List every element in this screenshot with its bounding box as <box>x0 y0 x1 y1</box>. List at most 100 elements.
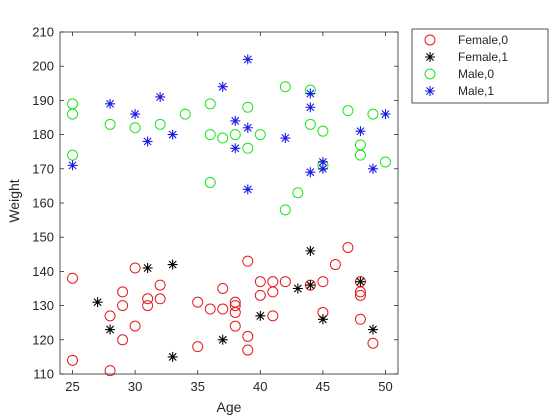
data-point <box>305 102 316 113</box>
data-point <box>229 320 241 332</box>
data-point <box>129 320 141 332</box>
data-point <box>117 334 129 346</box>
data-point <box>230 115 241 126</box>
legend-label: Female,1 <box>458 50 508 64</box>
legend-marker <box>425 52 435 62</box>
data-point <box>167 129 178 140</box>
data-point <box>305 245 316 256</box>
legend-item: Male,1 <box>425 84 494 98</box>
data-point <box>317 125 329 137</box>
legend-marker <box>424 68 436 80</box>
data-point <box>154 293 166 305</box>
data-point <box>104 118 116 130</box>
data-point <box>117 286 129 298</box>
data-point <box>104 310 116 322</box>
data-point <box>217 283 229 294</box>
legend-item: Female,0 <box>424 33 508 47</box>
data-point <box>242 184 253 195</box>
data-point <box>267 286 279 298</box>
x-axis-label: Age <box>217 399 242 415</box>
data-point <box>92 297 103 308</box>
legend-item: Male,0 <box>424 67 494 81</box>
data-point <box>317 314 328 325</box>
data-point <box>292 283 303 294</box>
series-1 <box>67 241 379 377</box>
legend: Female,0 Female,1 Male,0 Male,1 <box>411 28 549 104</box>
x-tick-label: 35 <box>190 379 204 394</box>
series-2 <box>92 245 378 362</box>
data-point <box>305 167 316 178</box>
series-4 <box>67 54 391 195</box>
y-tick-label: 210 <box>32 25 54 40</box>
data-point <box>242 122 253 133</box>
data-point <box>204 303 216 315</box>
data-point <box>229 306 241 318</box>
plot-area <box>67 54 391 377</box>
x-tick-label: 30 <box>128 379 142 394</box>
data-point <box>105 324 116 335</box>
data-point <box>255 310 266 321</box>
data-point <box>280 133 291 144</box>
data-point <box>354 313 366 325</box>
data-point <box>154 118 166 130</box>
data-point <box>130 109 141 120</box>
data-point <box>67 149 79 161</box>
data-point <box>329 259 341 271</box>
data-point <box>379 156 391 168</box>
data-point <box>242 330 254 342</box>
data-point <box>342 241 354 253</box>
data-point <box>242 101 254 113</box>
data-point <box>104 365 116 377</box>
y-tick-label: 180 <box>32 127 54 142</box>
x-tick-label: 25 <box>65 379 79 394</box>
y-tick-label: 190 <box>32 93 54 108</box>
y-axis-label: Weight <box>6 179 22 222</box>
data-point <box>317 163 328 174</box>
legend-marker <box>425 86 435 96</box>
x-tick-label: 50 <box>378 379 392 394</box>
y-tick-label: 150 <box>32 230 54 245</box>
data-point <box>279 276 291 288</box>
data-point <box>355 276 366 287</box>
legend-item: Female,1 <box>425 50 508 64</box>
axes: 25 30 35 40 45 50 110 120 130 140 150 160 170 180 190 2… <box>32 25 399 394</box>
legend-marker <box>424 34 436 46</box>
x-tick-label: 40 <box>253 379 267 394</box>
data-point <box>67 354 79 366</box>
data-point <box>367 324 378 335</box>
data-point <box>242 255 254 267</box>
data-point <box>229 300 241 312</box>
data-point <box>204 176 216 188</box>
data-point <box>317 156 328 167</box>
data-point <box>355 126 366 137</box>
data-point <box>155 91 166 102</box>
data-point <box>342 105 354 117</box>
data-point <box>279 81 291 93</box>
data-point <box>217 132 229 144</box>
data-point <box>154 279 166 291</box>
data-point <box>204 129 216 141</box>
data-point <box>380 109 391 120</box>
y-tick-label: 200 <box>32 59 54 74</box>
data-point <box>354 286 366 298</box>
data-point <box>204 98 216 110</box>
data-point <box>167 351 178 362</box>
data-point <box>217 303 229 315</box>
data-point <box>292 187 304 199</box>
data-point <box>305 88 316 99</box>
data-point <box>129 122 141 134</box>
data-point <box>305 280 316 291</box>
data-point <box>230 143 241 154</box>
data-point <box>254 289 266 301</box>
data-point <box>354 149 366 161</box>
y-tick-label: 170 <box>32 161 54 176</box>
data-point <box>192 341 204 353</box>
data-point <box>279 204 291 216</box>
data-point <box>67 160 78 171</box>
data-point <box>217 334 228 345</box>
data-point <box>142 293 154 305</box>
data-point <box>192 296 204 308</box>
y-tick-label: 110 <box>33 367 54 382</box>
data-point <box>317 276 329 288</box>
